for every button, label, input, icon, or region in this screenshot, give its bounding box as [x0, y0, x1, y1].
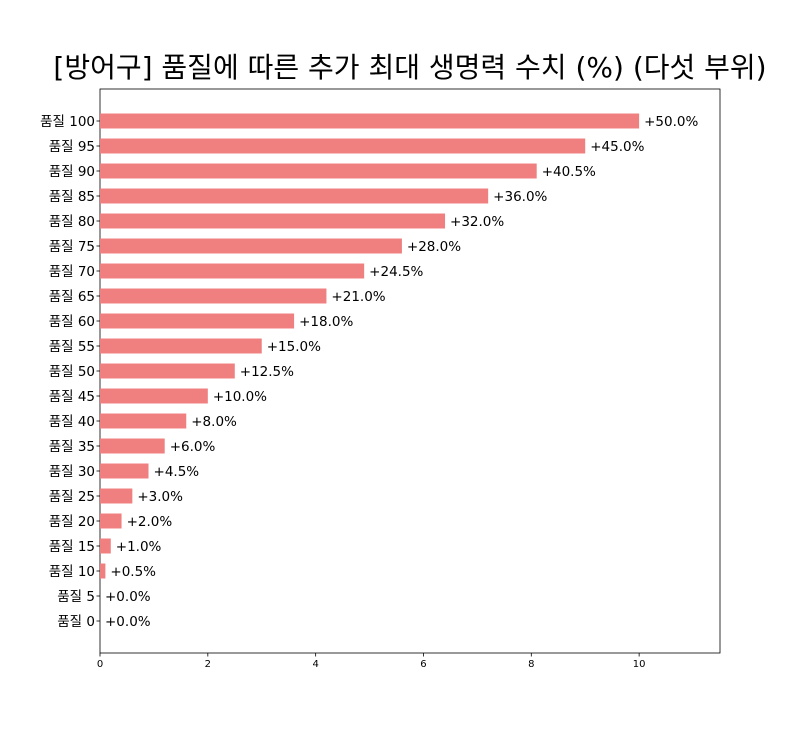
bar: [100, 313, 295, 329]
data-label: +0.0%: [105, 614, 151, 630]
y-tick-label: 품질 0: [57, 614, 95, 630]
y-tick-label: 품질 65: [49, 289, 95, 305]
bar: [100, 488, 133, 504]
bar: [100, 388, 208, 404]
y-tick-label: 품질 10: [49, 564, 95, 580]
bar: [100, 463, 149, 479]
bar: [100, 188, 489, 204]
x-tick-label: 2: [205, 659, 211, 670]
y-tick-label: 품질 80: [49, 214, 95, 230]
data-label: +2.0%: [127, 514, 173, 530]
data-label: +50.0%: [644, 114, 698, 130]
data-label: +0.0%: [105, 589, 151, 605]
x-tick-label: 8: [528, 659, 534, 670]
x-tick-label: 10: [633, 659, 646, 670]
bar: [100, 413, 187, 429]
data-label: +40.5%: [542, 164, 596, 180]
bar: [100, 513, 122, 529]
data-labels: +50.0%+45.0% +40.5% +36.0% +32.0% +28.0% +24.…: [105, 114, 699, 630]
y-tick-label: 품질 60: [49, 314, 95, 330]
y-tick-label: 품질 30: [49, 464, 95, 480]
data-label: +24.5%: [369, 264, 423, 280]
x-tick-label: 0: [97, 659, 103, 670]
bar: [100, 213, 446, 229]
y-tick-label: 품질 55: [49, 339, 95, 355]
data-label: +36.0%: [493, 189, 547, 205]
bar: [100, 163, 537, 179]
y-tick-label: 품질 70: [49, 264, 95, 280]
data-label: +0.5%: [110, 564, 156, 580]
y-tick-label: 품질 15: [49, 539, 95, 555]
y-tick-label: 품질 40: [49, 414, 95, 430]
data-label: +45.0%: [590, 139, 644, 155]
data-label: +12.5%: [240, 364, 294, 380]
y-tick-label: 품질 100: [40, 114, 95, 130]
data-label: +32.0%: [450, 214, 504, 230]
chart-title: [방어구] 품질에 따른 추가 최대 생명력 수치 (%) (다섯 부위): [53, 51, 766, 84]
bar: [100, 113, 640, 129]
data-label: +6.0%: [170, 439, 216, 455]
x-tick-label: 4: [312, 659, 318, 670]
data-label: +10.0%: [213, 389, 267, 405]
y-tick-label: 품질 85: [49, 189, 95, 205]
bar: [100, 138, 586, 154]
y-tick-label: 품질 5: [57, 589, 95, 605]
bar: [100, 363, 235, 379]
data-label: +4.5%: [154, 464, 200, 480]
y-tick-labels: 품질 100 품질 95 품질 90 품질 85 품질 80 품질 75 품질 70 품질 6…: [40, 114, 100, 630]
y-tick-label: 품질 90: [49, 164, 95, 180]
data-label: +15.0%: [267, 339, 321, 355]
data-label: +3.0%: [137, 489, 183, 505]
data-label: +1.0%: [116, 539, 162, 555]
bar: [100, 438, 165, 454]
bar: [100, 538, 111, 554]
y-tick-label: 품질 20: [49, 514, 95, 530]
y-tick-label: 품질 95: [49, 139, 95, 155]
x-tick-label: 6: [420, 659, 426, 670]
y-tick-label: 품질 45: [49, 389, 95, 405]
y-tick-label: 품질 35: [49, 439, 95, 455]
bar: [100, 338, 262, 354]
bar: [100, 288, 327, 304]
bar: [100, 238, 402, 254]
data-label: +8.0%: [191, 414, 237, 430]
x-axis-ticks: 0 2 4 6 8 10: [97, 653, 646, 670]
data-label: +18.0%: [299, 314, 353, 330]
bar: [100, 263, 365, 279]
data-label: +28.0%: [407, 239, 461, 255]
bars: [100, 113, 640, 579]
y-tick-label: 품질 75: [49, 239, 95, 255]
bar: [100, 563, 106, 579]
y-tick-label: 품질 50: [49, 364, 95, 380]
data-label: +21.0%: [331, 289, 385, 305]
y-tick-label: 품질 25: [49, 489, 95, 505]
